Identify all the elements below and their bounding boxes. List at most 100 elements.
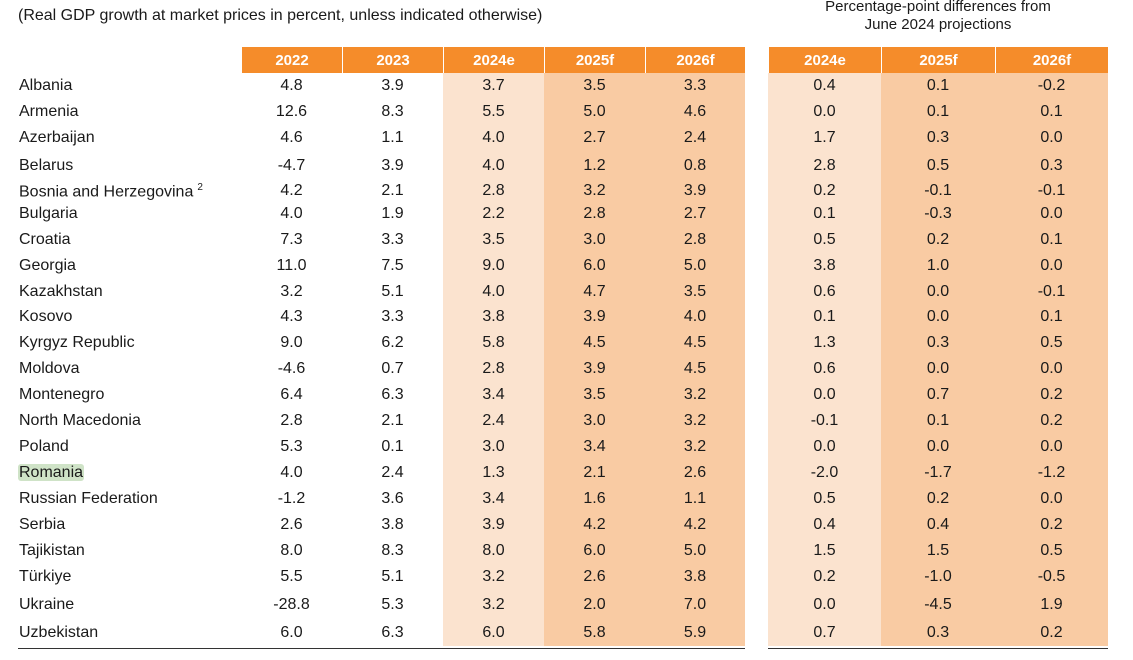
diff-cell: 0.2 [1040, 412, 1063, 429]
value-cell: 3.4 [482, 386, 505, 403]
diff-cell: 0.4 [813, 516, 836, 533]
value-cell: 3.7 [482, 77, 505, 94]
diff-cell: 1.5 [813, 542, 836, 559]
value-cell: 2.8 [583, 205, 606, 222]
country-label: Serbia [19, 516, 66, 533]
value-cell: 0.8 [683, 157, 707, 174]
value-cell: 5.5 [280, 568, 303, 585]
table-row: Moldova -4.6 0.7 2.8 3.9 4.5 0.6 0.0 0.0 [0, 358, 1133, 384]
country-label: Tajikistan [19, 542, 85, 559]
value-cell: -4.7 [277, 157, 306, 174]
value-cell: 2.7 [583, 129, 606, 146]
diff-cell: 0.3 [926, 624, 950, 641]
country-label: Montenegro [19, 386, 105, 403]
country-label: Türkiye [19, 568, 72, 585]
table-row: Azerbaijan 4.6 1.1 4.0 2.7 2.4 1.7 0.3 0.0 [0, 127, 1133, 153]
value-cell: 1.1 [381, 129, 404, 146]
country-name: North Macedonia [19, 412, 141, 430]
value-cell: 4.3 [280, 308, 303, 325]
country-name: Moldova [19, 360, 79, 378]
value-cell: 1.9 [381, 205, 404, 222]
country-label: Russian Federation [19, 490, 158, 507]
diff-cell: 0.0 [1040, 360, 1063, 377]
table-row: Uzbekistan 6.0 6.3 6.0 5.8 5.9 0.7 0.3 0.2 [0, 622, 1133, 648]
value-cell: 2.4 [482, 412, 505, 429]
value-cell: 3.2 [583, 182, 606, 199]
country-name: Kyrgyz Republic [19, 334, 135, 352]
table-row: Russian Federation -1.2 3.6 3.4 1.6 1.1 0.5 0.2… [0, 488, 1133, 514]
band-diff-2024e [768, 73, 881, 646]
value-cell: 3.2 [683, 412, 707, 429]
table-row: Croatia 7.3 3.3 3.5 3.0 2.8 0.5 0.2 0.1 [0, 229, 1133, 255]
table-row: Belarus -4.7 3.9 4.0 1.2 0.8 2.8 0.5 0.3 [0, 155, 1133, 181]
footnote-marker: 2 [197, 182, 203, 193]
table-row: North Macedonia 2.8 2.1 2.4 3.0 3.2 -0.1 0.1 0.2 [0, 410, 1133, 436]
country-label: Bosnia and Herzegovina [19, 183, 194, 201]
diff-cell: 0.2 [813, 568, 836, 585]
diff-cell: -1.2 [1037, 464, 1066, 481]
table-row: Bosnia and Herzegovina 2 4.2 2.1 2.8 3.2 3.9 0.… [0, 180, 1133, 206]
value-cell: 3.8 [683, 568, 707, 585]
country-name: Montenegro [19, 386, 104, 404]
value-cell: 3.9 [583, 360, 606, 377]
country-label: Moldova [19, 360, 80, 377]
table-row: Albania 4.8 3.9 3.7 3.5 3.3 0.4 0.1 -0.2 [0, 75, 1133, 101]
country-label: North Macedonia [19, 412, 141, 429]
value-cell: 1.6 [583, 490, 606, 507]
value-cell: 8.0 [482, 542, 505, 559]
diff-cell: 0.1 [1040, 308, 1063, 325]
diff-cell: 0.0 [813, 438, 836, 455]
band-diff-forecast [881, 73, 1108, 646]
diff-cell: 0.4 [813, 77, 836, 94]
value-cell: 3.5 [583, 77, 606, 94]
value-cell: 6.0 [482, 624, 505, 641]
diff-cell: 0.1 [926, 412, 950, 429]
diff-header-1: 2025f [881, 47, 995, 73]
main-header-0: 2022 [241, 47, 342, 73]
value-cell: 3.0 [482, 438, 505, 455]
value-cell: 5.1 [381, 568, 404, 585]
value-cell: 8.3 [381, 103, 404, 120]
value-cell: 3.3 [381, 231, 404, 248]
diff-cell: 1.0 [926, 257, 950, 274]
country-label: Belarus [19, 157, 74, 174]
value-cell: 4.2 [583, 516, 606, 533]
diff-cell: 0.0 [926, 308, 950, 325]
value-cell: 4.2 [683, 516, 707, 533]
value-cell: 4.2 [280, 182, 303, 199]
country-label: Croatia [19, 231, 71, 248]
table-row: Türkiye 5.5 5.1 3.2 2.6 3.8 0.2 -1.0 -0.5 [0, 566, 1133, 592]
value-cell: 5.0 [683, 257, 707, 274]
diff-cell: 0.0 [1040, 438, 1063, 455]
diff-cell: 0.0 [1040, 257, 1063, 274]
diff-header-2: 2026f [995, 47, 1108, 73]
value-cell: 4.0 [683, 308, 707, 325]
value-cell: 12.6 [275, 103, 308, 120]
value-cell: 2.6 [280, 516, 303, 533]
table-row: Kosovo 4.3 3.3 3.8 3.9 4.0 0.1 0.0 0.1 [0, 306, 1133, 332]
diff-cell: 0.2 [813, 182, 836, 199]
value-cell: 8.3 [381, 542, 404, 559]
value-cell: 6.0 [583, 257, 606, 274]
value-cell: 2.6 [583, 568, 606, 585]
diff-cell: 0.2 [926, 490, 950, 507]
country-name: Russian Federation [19, 490, 158, 508]
value-cell: 3.9 [381, 157, 404, 174]
country-label: Kosovo [19, 308, 73, 325]
value-cell: 5.3 [381, 596, 404, 613]
diff-cell: 0.0 [813, 103, 836, 120]
diff-cell: -0.2 [1037, 77, 1066, 94]
country-label: Romania [18, 464, 85, 481]
country-label: Albania [19, 77, 73, 94]
diff-cell: 0.5 [1040, 542, 1063, 559]
diff-cell: 0.6 [813, 283, 836, 300]
diff-cell: 1.9 [1040, 596, 1063, 613]
value-cell: 3.8 [381, 516, 404, 533]
value-cell: 6.2 [381, 334, 404, 351]
table-row: Romania 4.0 2.4 1.3 2.1 2.6 -2.0 -1.7 -1.2 [0, 462, 1133, 488]
country-name: Tajikistan [19, 542, 85, 560]
country-label: Armenia [19, 103, 79, 120]
diff-cell: 0.1 [813, 308, 836, 325]
band-2024e [443, 73, 544, 646]
diff-cell: 0.0 [926, 438, 950, 455]
